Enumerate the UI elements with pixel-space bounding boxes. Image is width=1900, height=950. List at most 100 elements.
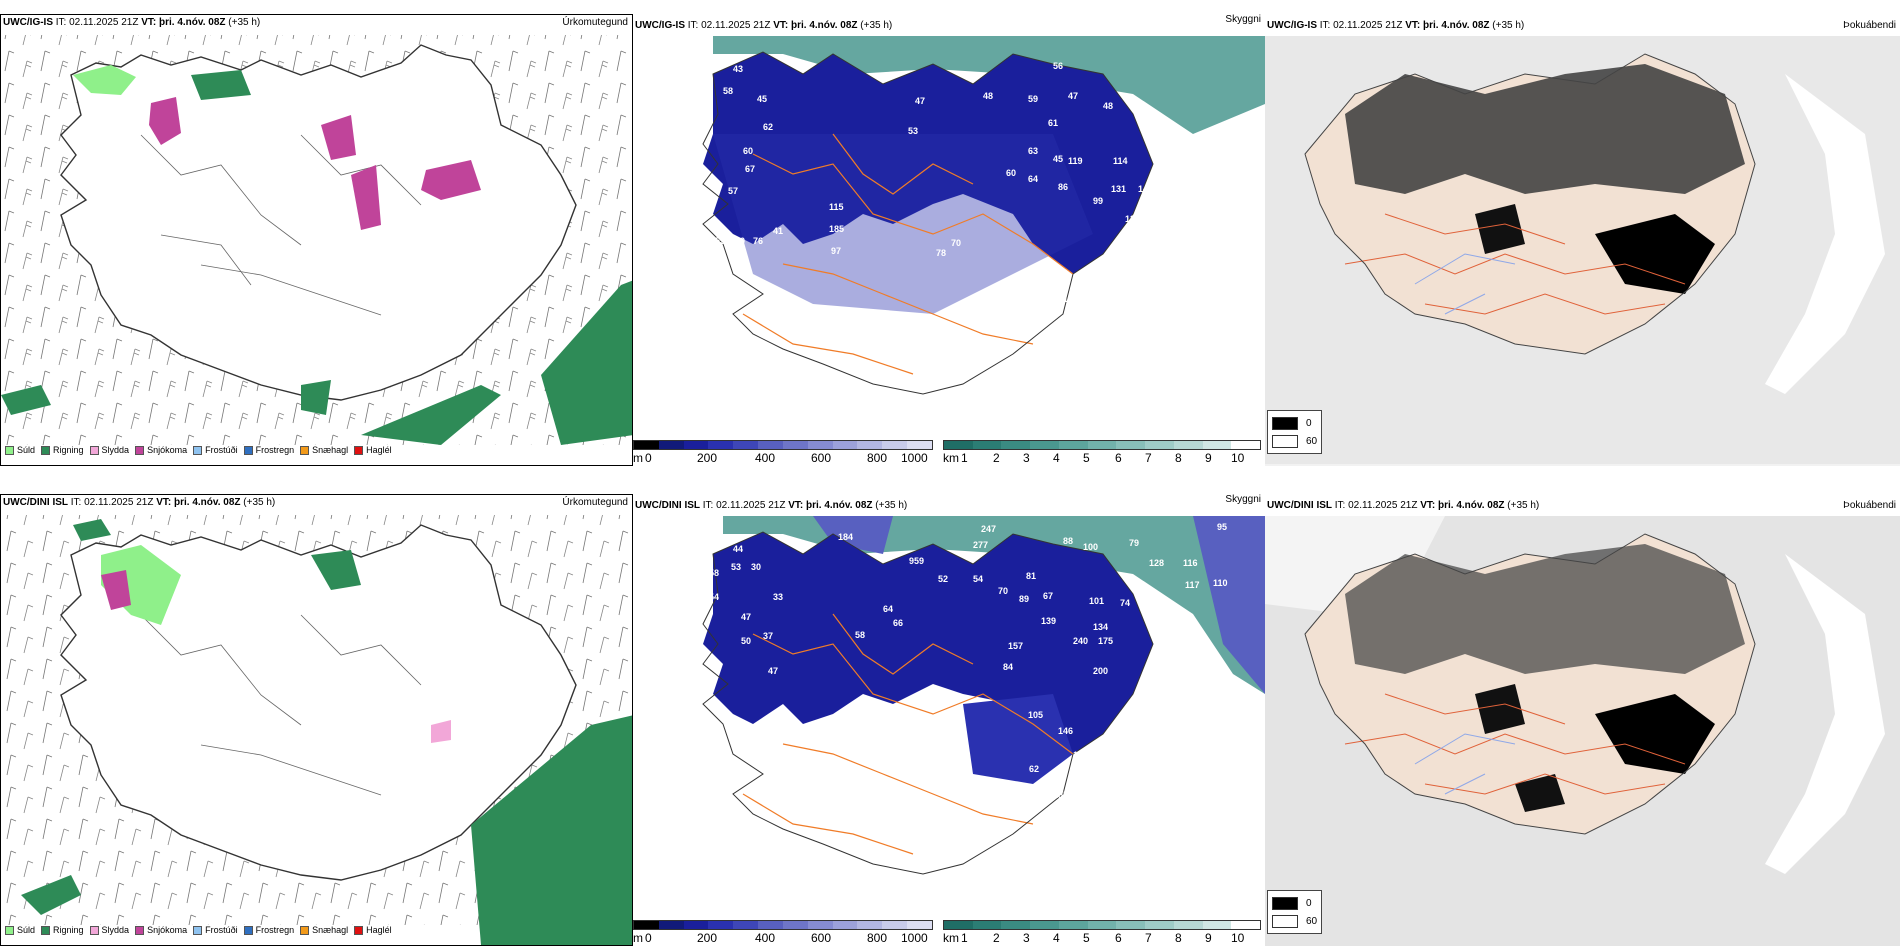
legend-snow-pellets: Snæhagl [300, 925, 348, 935]
precip-map-row1 [1, 35, 632, 445]
value-label: 79 [1129, 538, 1139, 548]
iceland-outline [1304, 53, 1756, 355]
cloud-header-row2: UWC/DINI ISL IT: 02.11.2025 21Z VT: þri.… [635, 494, 1261, 511]
value-label: 157 [1008, 641, 1023, 651]
iceland-outline [702, 51, 1154, 395]
issue-time: IT: 02.11.2025 21Z [55, 17, 139, 28]
value-label: 155 [1053, 790, 1068, 800]
precip-panel-row2: UWC/DINI ISL IT: 02.11.2025 21Z VT: þri.… [0, 494, 633, 946]
legend-freezing-drizzle: Frostúði [193, 925, 238, 935]
snow-area [321, 115, 356, 160]
road-network [1344, 213, 1686, 315]
value-label: 134 [1093, 622, 1108, 632]
fog-legend-row1: 0 60 [1267, 410, 1323, 454]
value-label: 85 [1117, 752, 1127, 762]
value-label: 105 [1028, 710, 1043, 720]
value-label: 62 [763, 122, 773, 132]
value-label: 33 [773, 592, 783, 602]
precip-header-row1: UWC/IG-IS IT: 02.11.2025 21Z VT: þri. 4.… [3, 17, 630, 31]
cloud-map-row1: 43 58 45 62 60 67 57 76 70 41 115 185 97… [633, 36, 1265, 446]
value-label: 146 [1058, 726, 1073, 736]
scale-unit: m [633, 451, 643, 465]
rain-area [311, 550, 361, 590]
cloudbase-bar [633, 920, 933, 930]
value-label: 101 [1088, 770, 1103, 780]
visibility-bar [943, 920, 1261, 930]
value-label: 64 [883, 604, 893, 614]
rain-area [1, 385, 51, 415]
value-label: 137 [1125, 214, 1140, 224]
precip-panel-row1: UWC/IG-IS IT: 02.11.2025 21Z VT: þri. 4.… [0, 14, 633, 466]
legend-snow: Snjókoma [135, 925, 187, 935]
value-label: 84 [1003, 662, 1013, 672]
legend-snow-pellets: Snæhagl [300, 445, 348, 455]
value-label: 37 [763, 631, 773, 641]
value-label: 61 [1048, 118, 1058, 128]
value-label: 70 [951, 238, 961, 248]
value-label: 16 [1063, 294, 1073, 304]
value-label: 277 [973, 540, 988, 550]
snow-area [421, 160, 481, 200]
sleet-area [431, 720, 451, 743]
rain-area [301, 380, 331, 415]
iceland-outline [60, 44, 577, 401]
cloud-map-row2: 44 53 30 58 54 33 47 50 37 47 64 66 58 5… [633, 516, 1265, 926]
value-label: 88 [1063, 536, 1073, 546]
value-label: 184 [838, 532, 853, 542]
road-network [742, 133, 1074, 375]
legend-freezing-drizzle: Frostúði [193, 445, 238, 455]
value-label: 78 [936, 248, 946, 258]
panel-title: Þokuábendi [1843, 500, 1896, 511]
value-label: 59 [1028, 94, 1038, 104]
value-label: 148 [1138, 184, 1153, 194]
panel-title: Skyggni [1225, 494, 1261, 505]
rain-area [361, 385, 501, 445]
value-label: 959 [909, 556, 924, 566]
legend-rain: Rigning [41, 925, 84, 935]
value-label: 99 [1093, 196, 1103, 206]
iceland-outline [1304, 533, 1756, 835]
iceland-outline [60, 524, 577, 881]
value-label: 240 [1073, 636, 1088, 646]
scale-unit: km [943, 931, 959, 945]
value-label: 43 [733, 64, 743, 74]
model-name: UWC/IG-IS [3, 17, 53, 28]
fog-panel-row1: UWC/IG-IS IT: 02.11.2025 21Z VT: þri. 4.… [1265, 14, 1900, 466]
legend-rain: Rigning [41, 445, 84, 455]
value-label: 81 [1026, 571, 1036, 581]
value-label: 116 [1183, 558, 1198, 568]
fog-map-row1 [1265, 36, 1900, 466]
rain-area [21, 875, 81, 915]
value-label: 139 [1041, 616, 1056, 626]
value-label: 247 [981, 524, 996, 534]
scale-unit: m [633, 931, 643, 945]
value-label: 48 [1103, 101, 1113, 111]
fog-map-row2 [1265, 516, 1900, 946]
value-label: 58 [723, 86, 733, 96]
issue-time: IT: 02.11.2025 21Z [70, 497, 154, 508]
rain-area [471, 715, 632, 945]
value-label: 67 [745, 164, 755, 174]
model-name: UWC/DINI ISL [3, 497, 68, 508]
value-label: 185 [829, 224, 844, 234]
fog-header-row1: UWC/IG-IS IT: 02.11.2025 21Z VT: þri. 4.… [1267, 20, 1896, 31]
panel-title: Skyggni [1225, 14, 1261, 25]
value-label: 41 [773, 226, 783, 236]
value-label: 175 [1098, 636, 1113, 646]
cloudbase-labels: 44 53 30 58 54 33 47 50 37 47 64 66 58 5… [709, 522, 1228, 800]
value-label: 74 [1120, 598, 1130, 608]
value-label: 53 [731, 562, 741, 572]
valid-time: VT: þri. 4.nóv. 08Z [141, 17, 226, 28]
legend-hail: Haglél [354, 445, 392, 455]
rain-area [191, 70, 251, 100]
value-label: 86 [1058, 182, 1068, 192]
value-label: 47 [915, 96, 925, 106]
value-label: 76 [753, 236, 763, 246]
snow-area [149, 97, 181, 145]
cloudbase-colorbar-row2: m 0 200 400 600 800 1000 [633, 920, 933, 945]
legend-sleet: Slydda [89, 925, 129, 935]
value-label: 119 [1068, 156, 1083, 166]
value-label: 47 [768, 666, 778, 676]
drizzle-area [73, 65, 136, 95]
value-label: 30 [751, 562, 761, 572]
